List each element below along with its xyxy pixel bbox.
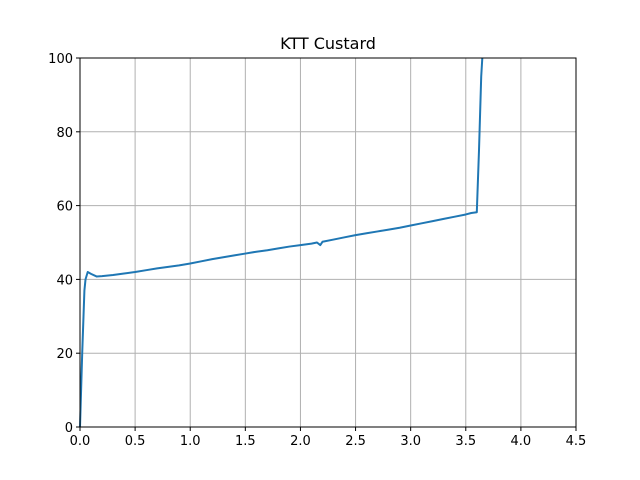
y-tick-label: 60 xyxy=(56,200,73,215)
y-tick-label: 100 xyxy=(48,52,73,67)
x-tick-label: 3.5 xyxy=(455,434,476,449)
chart-title: KTT Custard xyxy=(280,34,376,53)
x-tick-label: 4.0 xyxy=(511,434,532,449)
x-tick-label: 1.5 xyxy=(235,434,256,449)
x-tick-label: 3.0 xyxy=(400,434,421,449)
x-tick-label: 0.0 xyxy=(70,434,91,449)
x-axis: 0.0 0.5 1.0 1.5 2.0 2.5 3.0 3.5 4.0 4.5 xyxy=(70,427,587,449)
plot-frame xyxy=(79,57,577,428)
y-tick-label: 20 xyxy=(56,347,73,362)
y-tick-label: 0 xyxy=(65,421,73,436)
x-tick-label: 4.5 xyxy=(566,434,587,449)
x-tick-label: 0.5 xyxy=(125,434,146,449)
series-layer xyxy=(79,57,484,428)
y-tick-label: 80 xyxy=(56,126,73,141)
x-tick-label: 1.0 xyxy=(180,434,201,449)
y-tick-label: 40 xyxy=(56,273,73,288)
series-line-0 xyxy=(79,57,484,428)
y-axis: 0 20 40 60 80 100 xyxy=(48,52,80,436)
x-tick-label: 2.0 xyxy=(290,434,311,449)
x-tick-label: 2.5 xyxy=(345,434,366,449)
